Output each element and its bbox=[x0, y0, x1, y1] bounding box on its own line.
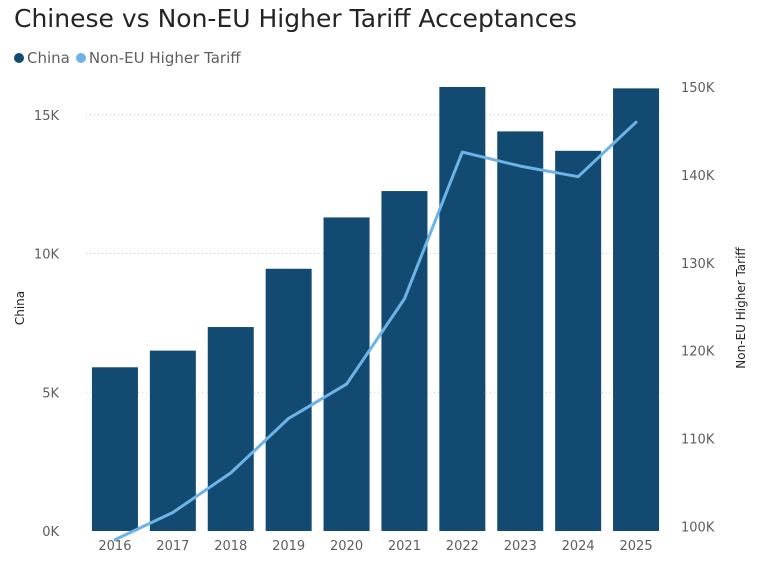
y-axis-left-ticks: 0K 5K 10K 15K bbox=[34, 109, 60, 540]
y-right-tick-label: 140K bbox=[681, 169, 715, 184]
bar-china-2022 bbox=[439, 87, 486, 531]
legend: China Non-EU Higher Tariff bbox=[14, 49, 247, 67]
bar-china-2021 bbox=[381, 191, 428, 531]
legend-marker-non-eu-higher-tariff bbox=[75, 53, 86, 63]
y-left-tick-label: 15K bbox=[34, 109, 60, 124]
x-tick-label: 2025 bbox=[620, 539, 653, 554]
bar-china-2023 bbox=[497, 131, 544, 531]
x-tick-label: 2020 bbox=[330, 539, 363, 554]
y-left-tick-label: 10K bbox=[34, 248, 60, 263]
y-right-tick-label: 100K bbox=[681, 521, 715, 536]
legend-marker-china bbox=[14, 53, 24, 63]
y-left-tick-label: 5K bbox=[42, 386, 59, 401]
bar-china-2024 bbox=[555, 150, 602, 531]
y-right-tick-label: 130K bbox=[681, 257, 715, 272]
bar-china-2018 bbox=[207, 327, 254, 531]
x-tick-label: 2018 bbox=[214, 539, 247, 554]
bar-china-2025 bbox=[613, 88, 660, 531]
legend-label-china: China bbox=[27, 49, 70, 67]
x-tick-label: 2016 bbox=[98, 539, 131, 554]
x-tick-label: 2024 bbox=[562, 539, 595, 554]
bar-china-2020 bbox=[323, 217, 370, 532]
y-right-tick-label: 150K bbox=[681, 81, 715, 96]
chart-title: Chinese vs Non-EU Higher Tariff Acceptan… bbox=[14, 4, 577, 33]
legend-label-non-eu-higher-tariff: Non-EU Higher Tariff bbox=[88, 49, 241, 67]
x-tick-label: 2019 bbox=[272, 539, 305, 554]
x-tick-label: 2023 bbox=[504, 539, 537, 554]
y-axis-right-ticks: 100K 110K 120K 130K 140K 150K bbox=[681, 81, 715, 536]
y-right-tick-label: 110K bbox=[681, 433, 715, 448]
y-axis-right-title: Non-EU Higher Tariff bbox=[734, 247, 748, 369]
y-axis-left-title: China bbox=[13, 291, 27, 325]
bar-china-2016 bbox=[91, 367, 138, 531]
bar-china-2019 bbox=[265, 268, 312, 531]
legend-item-china[interactable]: China bbox=[14, 49, 70, 67]
line-series-non-eu-higher-tariff bbox=[113, 120, 638, 542]
bar-china-2017 bbox=[149, 350, 196, 531]
bar-series-china bbox=[91, 87, 660, 532]
x-tick-label: 2021 bbox=[388, 539, 421, 554]
x-axis-ticks: 2016 2017 2018 2019 2020 2021 2022 2023 2024 2025 bbox=[98, 539, 652, 554]
y-right-tick-label: 120K bbox=[681, 345, 715, 360]
x-tick-label: 2017 bbox=[156, 539, 189, 554]
legend-item-non-eu-higher-tariff[interactable]: Non-EU Higher Tariff bbox=[75, 49, 241, 67]
y-left-tick-label: 0K bbox=[42, 525, 59, 540]
x-tick-label: 2022 bbox=[446, 539, 479, 554]
